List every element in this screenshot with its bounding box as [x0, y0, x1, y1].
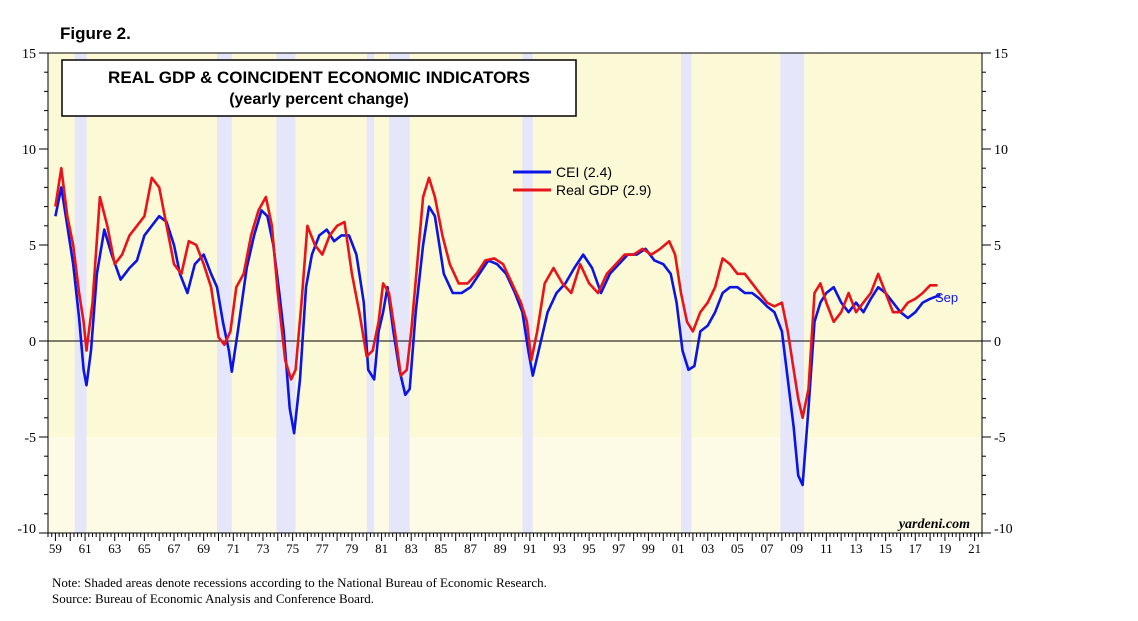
x-tick-label: 81: [375, 541, 388, 556]
y-tick-label-right: 5: [994, 239, 1001, 254]
end-annotation-sep: Sep: [935, 290, 958, 305]
x-tick-label: 99: [642, 541, 655, 556]
legend: CEI (2.4) Real GDP (2.9): [513, 164, 651, 198]
x-tick-label: 63: [108, 541, 121, 556]
recession-band-4: [366, 53, 375, 533]
x-tick-label: 95: [583, 541, 596, 556]
x-tick-label: 97: [612, 541, 626, 556]
series-line-cei: [54, 186, 941, 487]
x-tick-label: 07: [761, 541, 775, 556]
x-tick-label: 21: [968, 541, 981, 556]
x-tick-label: 19: [938, 541, 951, 556]
x-tick-label: 11: [820, 541, 833, 556]
y-tick-label-left: 0: [29, 335, 36, 350]
x-tick-label: 87: [464, 541, 478, 556]
x-tick-label: 79: [345, 541, 358, 556]
y-tick-label-left: -10: [17, 522, 36, 537]
watermark: yardeni.com: [897, 517, 970, 532]
recession-band-7: [681, 53, 692, 533]
y-tick-label-right: 0: [994, 335, 1001, 350]
legend-label-cei: CEI (2.4): [556, 164, 612, 180]
x-tick-label: 93: [553, 541, 566, 556]
y-tick-label-left: 15: [22, 47, 36, 62]
chart-title: REAL GDP & COINCIDENT ECONOMIC INDICATOR…: [108, 68, 530, 87]
y-tick-label-left: 5: [29, 239, 36, 254]
x-tick-label: 91: [523, 541, 536, 556]
x-tick-label: 61: [79, 541, 92, 556]
x-tick-label: 59: [49, 541, 62, 556]
x-tick-label: 73: [256, 541, 269, 556]
y-tick-label-right: 15: [994, 47, 1008, 62]
x-tick-label: 03: [701, 541, 714, 556]
series-line-real-gdp: [54, 166, 938, 420]
recession-band-2: [217, 53, 232, 533]
y-tick-label-left: 10: [22, 143, 36, 158]
legend-label-gdp: Real GDP (2.9): [556, 182, 651, 198]
y-tick-label-right: -5: [994, 431, 1006, 446]
x-tick-label: 71: [227, 541, 240, 556]
x-tick-label: 75: [286, 541, 299, 556]
x-tick-label: 17: [909, 541, 923, 556]
figure-label: Figure 2.: [60, 24, 131, 43]
x-tick-label: 89: [494, 541, 507, 556]
y-tick-label-left: -5: [24, 431, 36, 446]
recession-band-6: [522, 53, 533, 533]
recession-band-1: [74, 53, 87, 533]
y-tick-label-right: 10: [994, 143, 1008, 158]
x-tick-label: 05: [731, 541, 744, 556]
series-lines: [54, 166, 941, 487]
footnote: Note: Shaded areas denote recessions acc…: [52, 575, 547, 590]
x-tick-label: 85: [434, 541, 447, 556]
lower-band: [48, 437, 982, 533]
x-tick-label: 69: [197, 541, 210, 556]
x-tick-label: 13: [849, 541, 862, 556]
x-tick-label: 65: [138, 541, 151, 556]
recession-band-8: [780, 53, 805, 533]
x-tick-label: 77: [316, 541, 330, 556]
x-tick-label: 01: [672, 541, 685, 556]
y-tick-label-right: -10: [994, 522, 1013, 537]
x-tick-label: 09: [790, 541, 803, 556]
x-tick-label: 15: [879, 541, 892, 556]
recession-band-5: [388, 53, 410, 533]
chart-subtitle: (yearly percent change): [229, 91, 409, 108]
x-tick-label: 83: [405, 541, 418, 556]
x-tick-label: 67: [168, 541, 182, 556]
source-note: Source: Bureau of Economic Analysis and …: [52, 591, 375, 606]
chart-title-box: REAL GDP & COINCIDENT ECONOMIC INDICATOR…: [61, 59, 577, 117]
